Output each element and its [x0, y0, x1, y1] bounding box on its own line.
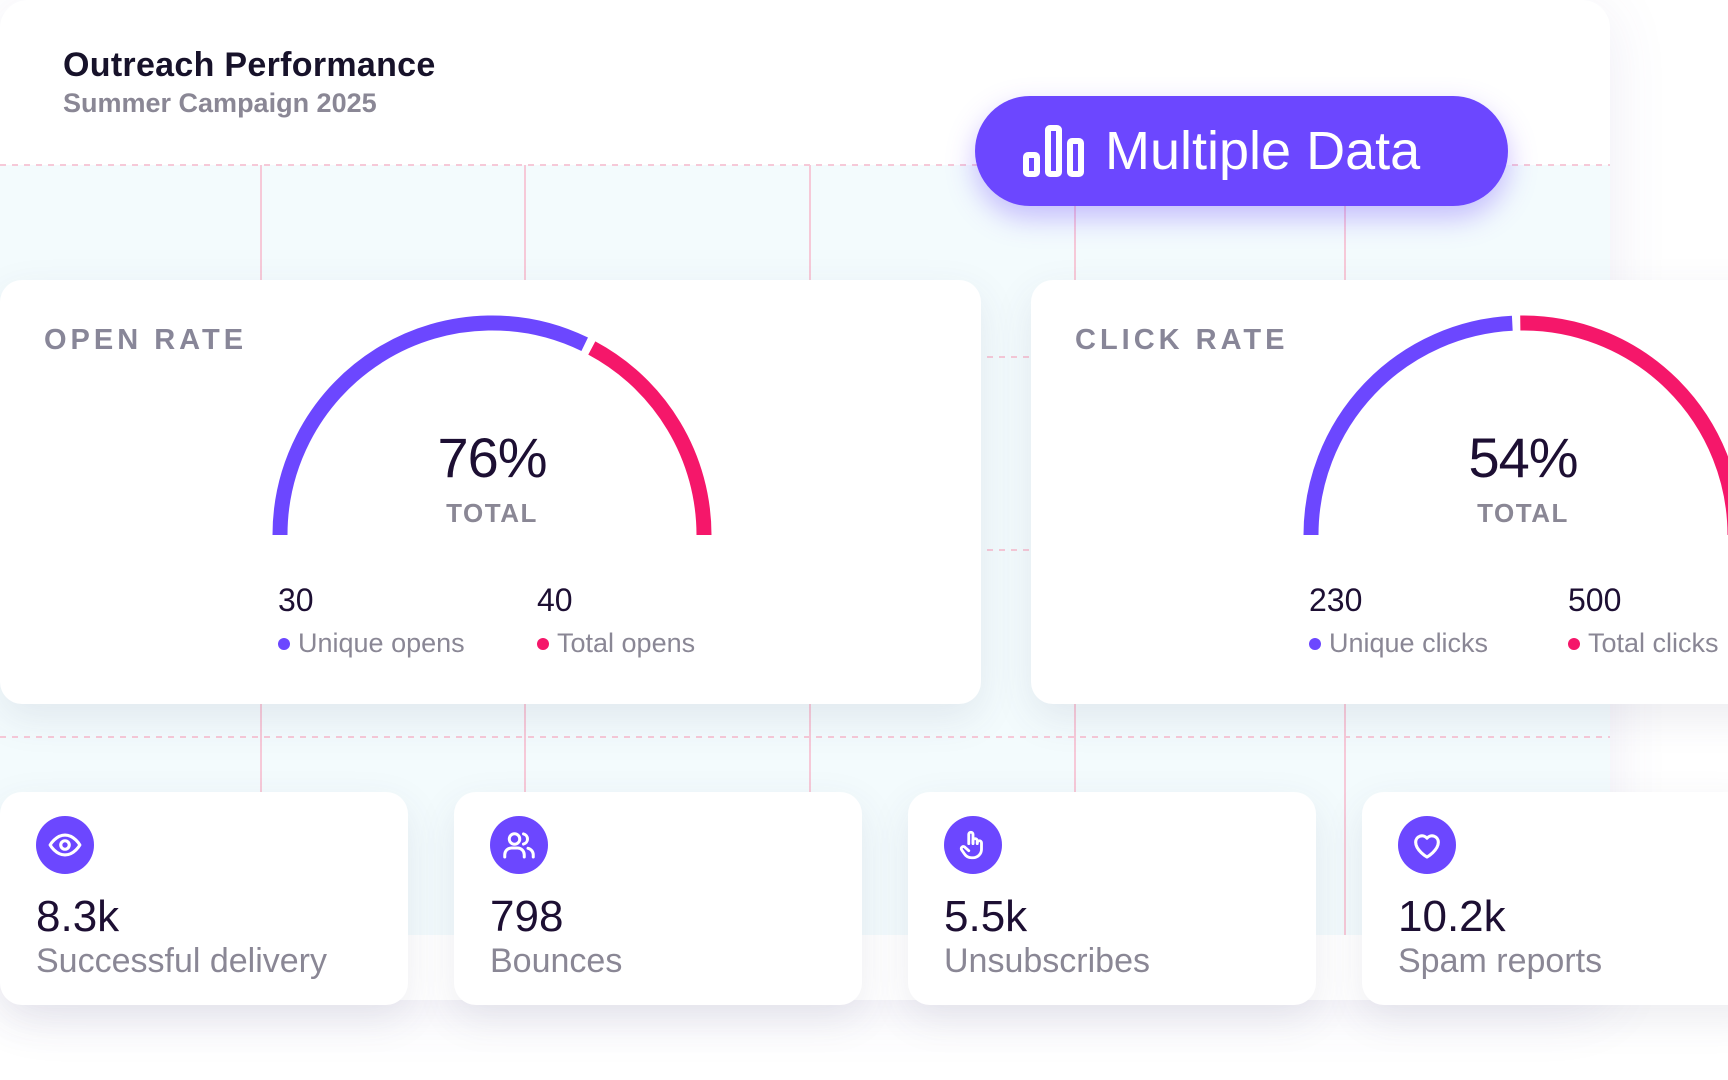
stat-card-spam: 10.2k Spam reports	[1362, 792, 1728, 1005]
stat-value: 8.3k	[36, 892, 120, 941]
stat-label: Spam reports	[1398, 942, 1603, 980]
gauge-total-label: TOTAL	[446, 498, 538, 528]
unique-clicks-value: 230	[1309, 582, 1363, 618]
legend-label: Total opens	[557, 628, 696, 658]
total-opens-legend: Total opens	[537, 628, 695, 659]
multiple-data-badge[interactable]: Multiple Data	[975, 96, 1508, 206]
stat-card-delivery: 8.3k Successful delivery	[0, 792, 408, 1005]
stat-label: Unsubscribes	[944, 942, 1150, 980]
gauge-title: CLICK RATE	[1075, 324, 1289, 356]
total-clicks-legend: Total clicks	[1568, 628, 1719, 659]
stat-card-bounces: 798 Bounces	[454, 792, 862, 1005]
primary-dot-icon	[278, 637, 290, 650]
page-title: Outreach Performance	[63, 46, 436, 84]
gauge-percent: 76%	[437, 426, 547, 489]
gauge-primary-arc	[272, 315, 588, 536]
gauge-secondary-arc	[588, 341, 712, 536]
total-clicks-value: 500	[1568, 582, 1622, 618]
gauge-primary-arc	[1303, 315, 1513, 536]
unique-opens-value: 30	[278, 582, 314, 618]
stat-label: Successful delivery	[36, 942, 328, 980]
bar-chart-icon	[1023, 125, 1084, 177]
gauge-total-label: TOTAL	[1477, 498, 1569, 528]
accent-dot-icon	[1568, 637, 1580, 650]
legend-label: Unique clicks	[1329, 628, 1489, 658]
stat-value: 10.2k	[1398, 892, 1506, 941]
open-rate-card: OPEN RATE 76% TOTAL 30 Unique opens 40 T…	[0, 280, 981, 704]
stat-value: 798	[490, 892, 564, 941]
unique-opens-legend: Unique opens	[278, 628, 465, 659]
legend-label: Total clicks	[1588, 628, 1719, 658]
stat-label: Bounces	[490, 942, 623, 980]
gauge-secondary-arc	[1520, 315, 1728, 536]
gauge-title: OPEN RATE	[44, 324, 248, 356]
open-rate-gauge	[272, 315, 712, 536]
primary-dot-icon	[1309, 637, 1321, 650]
click-rate-card: CLICK RATE 54% TOTAL 230 Unique clicks 5…	[1031, 280, 1728, 704]
stat-value: 5.5k	[944, 892, 1028, 941]
accent-dot-icon	[537, 637, 549, 650]
legend-label: Unique opens	[298, 628, 465, 658]
eye-icon	[36, 816, 94, 874]
heart-icon	[1398, 816, 1456, 874]
page-subtitle: Summer Campaign 2025	[63, 88, 377, 118]
stat-card-unsubscribes: 5.5k Unsubscribes	[908, 792, 1316, 1005]
users-icon	[490, 816, 548, 874]
unique-clicks-legend: Unique clicks	[1309, 628, 1488, 659]
click-rate-gauge	[1303, 315, 1728, 536]
gauge-percent: 54%	[1468, 426, 1578, 489]
badge-label: Multiple Data	[1105, 121, 1421, 181]
pointer-hand-icon	[944, 816, 1002, 874]
total-opens-value: 40	[537, 582, 573, 618]
